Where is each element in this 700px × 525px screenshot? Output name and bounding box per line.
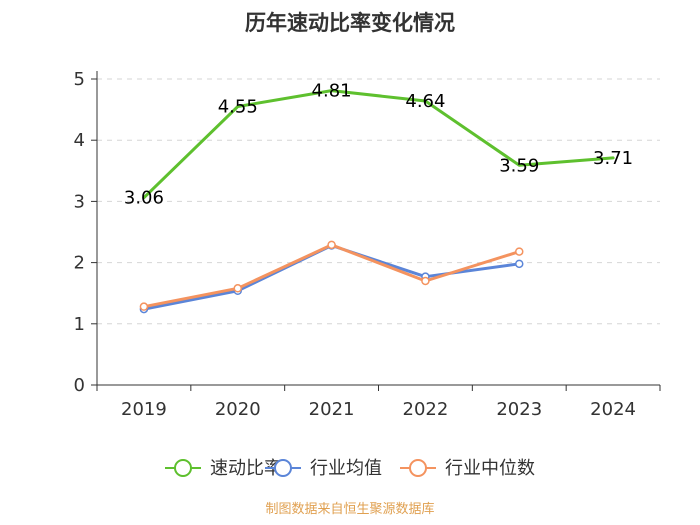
x-tick-label: 2020 xyxy=(215,399,261,420)
axes: 0 1 2 3 4 5 2019 2020 2021 2022 2023 2024 xyxy=(74,69,661,420)
series-point xyxy=(515,247,524,256)
grid xyxy=(97,78,660,325)
x-tick-label: 2019 xyxy=(121,399,167,420)
y-tick-label: 0 xyxy=(74,375,85,396)
y-tick-label: 4 xyxy=(74,130,85,151)
legend-marker xyxy=(174,459,192,477)
series-line xyxy=(142,244,521,311)
legend[interactable]: 速动比率 行业均值 行业中位数 xyxy=(165,458,535,479)
data-label: 4.64 xyxy=(405,91,445,112)
legend-item[interactable]: 行业中位数 xyxy=(400,458,535,479)
source-note: 制图数据来自恒生聚源数据库 xyxy=(265,501,434,517)
data-label: 3.71 xyxy=(593,148,633,169)
x-tick-label: 2022 xyxy=(403,399,449,420)
data-labels: 3.06 4.55 4.81 4.64 3.59 3.71 xyxy=(124,81,633,209)
legend-label: 速动比率 xyxy=(210,458,282,479)
legend-label: 行业中位数 xyxy=(445,458,535,479)
series-point xyxy=(515,259,524,269)
chart-title: 历年速动比率变化情况 xyxy=(245,11,455,35)
x-tick-label: 2024 xyxy=(590,399,636,420)
series-point xyxy=(421,276,430,286)
data-label: 4.81 xyxy=(312,81,352,102)
data-label: 3.06 xyxy=(124,188,164,209)
legend-item[interactable]: 行业均值 xyxy=(265,458,382,479)
legend-item[interactable]: 速动比率 xyxy=(165,458,282,479)
series-point xyxy=(327,240,336,250)
y-tick-label: 2 xyxy=(74,253,85,274)
legend-label: 行业均值 xyxy=(310,458,382,479)
y-tick-label: 3 xyxy=(74,191,85,212)
x-tick-label: 2021 xyxy=(309,399,355,420)
series-point xyxy=(233,284,242,293)
data-label: 3.59 xyxy=(499,155,539,176)
legend-marker xyxy=(274,459,292,477)
data-label: 4.55 xyxy=(218,97,258,118)
y-tick-label: 5 xyxy=(74,69,85,90)
series-point xyxy=(139,302,149,311)
legend-marker xyxy=(409,459,427,477)
series-line xyxy=(142,89,615,200)
series-layer xyxy=(139,89,615,314)
x-tick-label: 2023 xyxy=(496,399,542,420)
y-tick-label: 1 xyxy=(74,314,85,335)
